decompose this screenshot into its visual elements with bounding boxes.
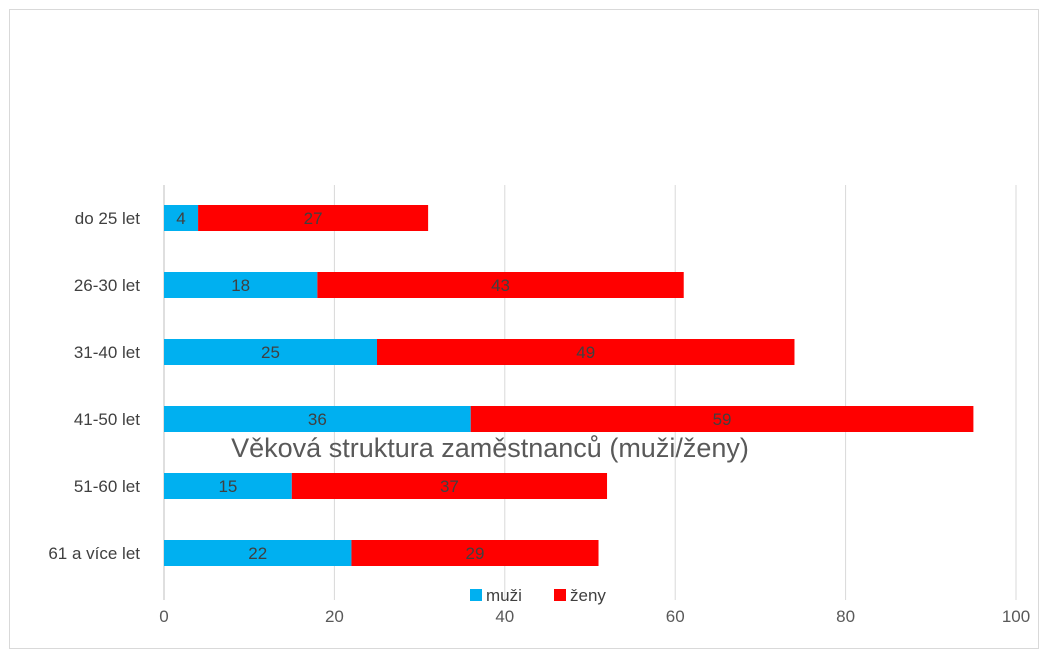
grid-layer: [163, 185, 1017, 600]
legend-swatch: [470, 589, 482, 601]
bar-muzi: [164, 406, 471, 432]
data-label: 49: [576, 343, 595, 362]
x-tick-label: 100: [1002, 607, 1030, 626]
bar-muzi: [164, 205, 199, 231]
data-label: 59: [713, 410, 732, 429]
data-label: 22: [248, 544, 267, 563]
data-label: 37: [440, 477, 459, 496]
category-label: do 25 let: [75, 209, 140, 228]
stacked-bar-chart: 0 20 40 60 80 100 do 25 let 4 27 26-30 let 18 43 31-…: [48, 185, 1030, 626]
data-label: 27: [304, 209, 323, 228]
chart-title: Věková struktura zaměstnanců (muži/ženy): [231, 433, 749, 463]
data-label: 43: [491, 276, 510, 295]
x-tick-label: 20: [325, 607, 344, 626]
category-label: 31-40 let: [74, 343, 140, 362]
x-tick-label: 80: [836, 607, 855, 626]
legend: muži ženy: [470, 586, 606, 605]
data-label: 15: [218, 477, 237, 496]
category-label: 41-50 let: [74, 410, 140, 429]
data-label: 29: [466, 544, 485, 563]
data-label: 36: [308, 410, 327, 429]
data-label: 25: [261, 343, 280, 362]
legend-label: ženy: [570, 586, 606, 605]
bar-zeny: [317, 272, 684, 298]
bar-zeny: [198, 205, 429, 231]
x-tick-label: 0: [159, 607, 168, 626]
bar-muzi: [164, 540, 352, 566]
bar-zeny: [470, 406, 974, 432]
data-label: 18: [231, 276, 250, 295]
data-label: 4: [176, 209, 185, 228]
labels-layer: 0 20 40 60 80 100 do 25 let 4 27 26-30 let 18 43 31-…: [48, 209, 1030, 626]
bar-zeny: [377, 339, 795, 365]
category-label: 51-60 let: [74, 477, 140, 496]
bar-muzi: [164, 339, 377, 365]
x-tick-label: 40: [495, 607, 514, 626]
legend-swatch: [554, 589, 566, 601]
bars-layer: [164, 205, 974, 566]
bar-muzi: [164, 272, 318, 298]
x-tick-label: 60: [666, 607, 685, 626]
category-label: 26-30 let: [74, 276, 140, 295]
bar-zeny: [291, 473, 608, 499]
category-label: 61 a více let: [48, 544, 140, 563]
legend-label: muži: [486, 586, 522, 605]
bar-zeny: [351, 540, 599, 566]
bar-muzi: [164, 473, 292, 499]
